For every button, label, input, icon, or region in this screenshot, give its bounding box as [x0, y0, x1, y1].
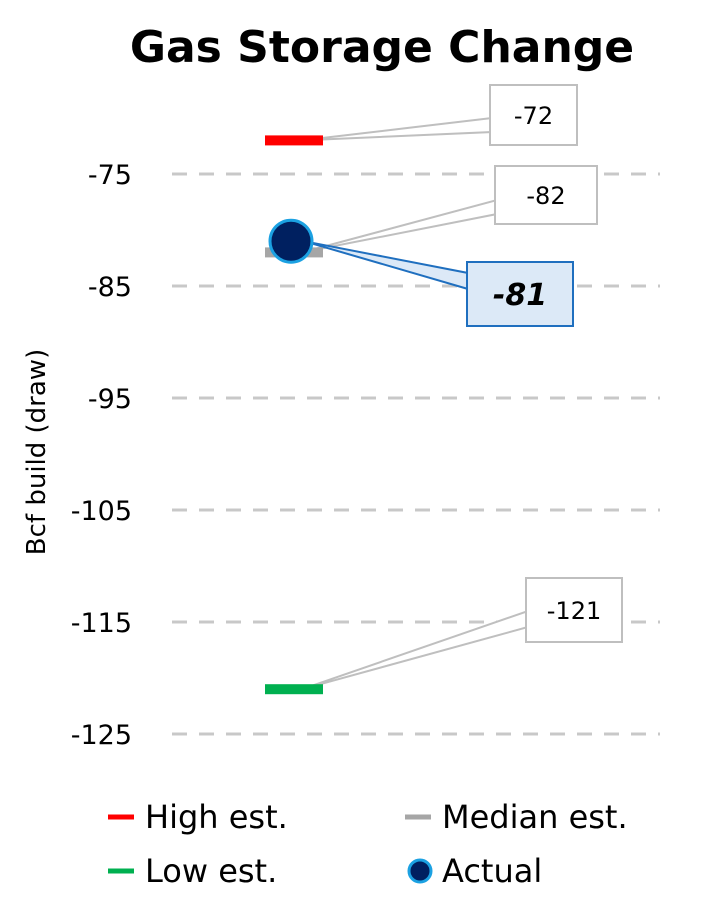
y-tick-label: -75 [88, 160, 132, 191]
legend-label-median: Median est. [442, 798, 628, 836]
callout-tail-actual [303, 240, 469, 291]
legend-swatch-actual [407, 858, 433, 884]
data-label-high: -72 [514, 102, 553, 130]
callout-box-high [489, 84, 578, 146]
callout-tail-high [301, 116, 493, 142]
y-axis-label: Bcf build (draw) [22, 349, 52, 555]
legend-label-actual: Actual [442, 852, 542, 890]
legend-label-high: High est. [145, 798, 288, 836]
y-tick-label: -85 [88, 272, 132, 303]
callout-box-median [494, 165, 598, 225]
y-tick-labels: -75 -85 -95 -105 -115 -125 [71, 160, 132, 751]
y-tick-label: -95 [88, 384, 132, 415]
actual-mark [268, 218, 314, 264]
legend: High est. Median est. Low est. Actual [108, 798, 628, 890]
callout-box-low [525, 577, 623, 643]
y-tick-label: -105 [71, 496, 132, 527]
data-label-low: -121 [547, 597, 601, 625]
low-estimate-mark [265, 684, 323, 695]
callout-tail-median [301, 198, 498, 254]
legend-label-low: Low est. [145, 852, 277, 890]
y-tick-label: -115 [71, 608, 132, 639]
y-tick-label: -125 [71, 720, 132, 751]
callout-box-actual [466, 261, 574, 327]
callouts: -72 -82 -121 -81 [301, 84, 623, 691]
data-marks [265, 135, 323, 695]
chart-title: Gas Storage Change [130, 22, 634, 73]
data-label-actual: -81 [493, 278, 547, 313]
high-estimate-mark [265, 135, 323, 146]
data-label-median: -82 [526, 182, 565, 210]
